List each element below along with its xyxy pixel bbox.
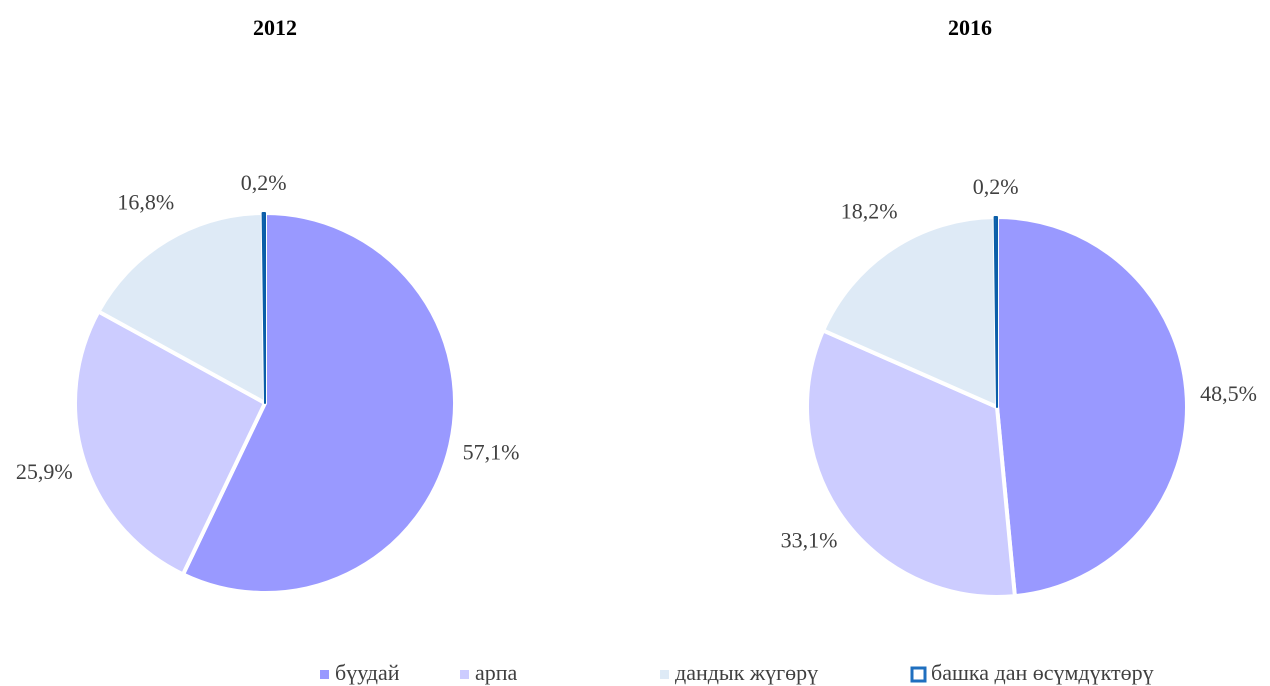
data-label: 48,5% <box>1200 381 1257 406</box>
data-label: 25,9% <box>16 459 73 484</box>
data-label: 33,1% <box>781 528 838 553</box>
pie-slice <box>995 215 1189 599</box>
legend-marker <box>910 666 927 683</box>
legend-label: дандык жүгөрү <box>675 660 818 685</box>
data-label: 0,2% <box>973 174 1019 199</box>
pie-slice <box>181 211 457 595</box>
legend-label: арпа <box>475 660 518 685</box>
legend-label: башка дан өсүмдүктөрү <box>931 660 1154 685</box>
data-label: 0,2% <box>241 170 287 195</box>
chart-title: 2016 <box>948 15 992 40</box>
legend-marker <box>660 670 669 679</box>
pie-slice <box>805 328 1017 599</box>
pie-slice <box>96 211 267 405</box>
pie-slice <box>993 216 998 408</box>
data-label: 16,8% <box>117 189 174 214</box>
pie-slice <box>821 215 999 409</box>
data-label: 18,2% <box>841 199 898 224</box>
pie-slice <box>261 212 266 404</box>
legend-marker <box>320 670 329 679</box>
data-label: 57,1% <box>463 439 520 464</box>
chart-title: 2012 <box>253 15 297 40</box>
legend-label: бүудай <box>335 660 400 685</box>
legend-marker <box>460 670 469 679</box>
